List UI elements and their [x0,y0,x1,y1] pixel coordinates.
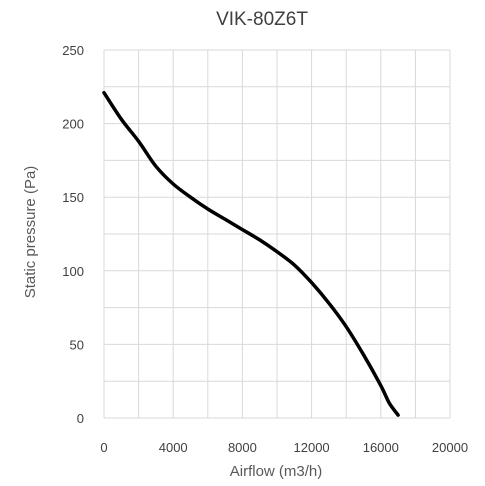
y-tick-label: 250 [62,43,84,58]
x-axis-title: Airflow (m3/h) [230,463,323,480]
x-tick-label: 8000 [228,440,257,455]
x-tick-label: 20000 [432,440,468,455]
x-tick-label: 0 [100,440,107,455]
x-tick-label: 16000 [363,440,399,455]
grid-layer [103,49,451,419]
x-tick-label: 4000 [159,440,188,455]
fan-curve-line [102,90,400,417]
tick-labels: 0 4000 8000 12000 16000 20000 0 50 100 150 200 250 [62,43,468,455]
y-tick-label: 50 [70,337,84,352]
x-tick-label: 12000 [294,440,330,455]
y-tick-label: 0 [77,411,84,426]
y-tick-label: 150 [62,190,84,205]
chart-title: VIK-80Z6T [216,9,308,30]
y-tick-label: 100 [62,264,84,279]
y-tick-label: 200 [62,117,84,132]
y-axis-title: Static pressure (Pa) [22,166,39,299]
series-layer [102,90,400,417]
